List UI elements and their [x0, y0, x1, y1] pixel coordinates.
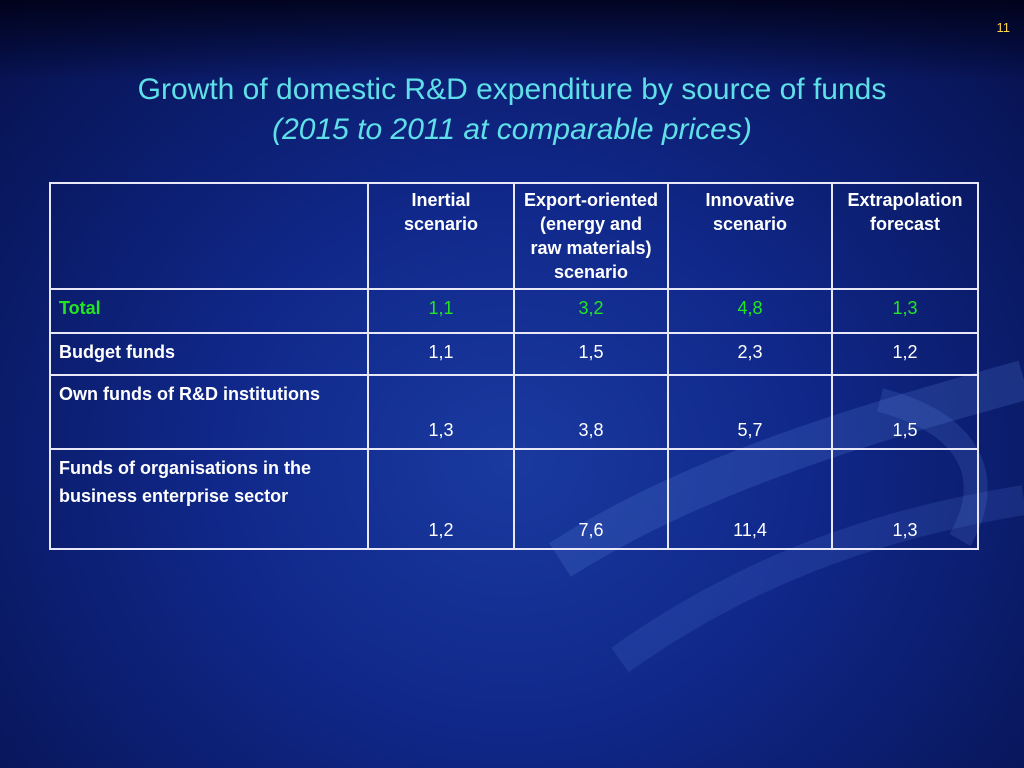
- table-cell: 7,6: [513, 448, 669, 550]
- background-top-shade: [0, 0, 1024, 80]
- row-label: Total: [49, 288, 369, 334]
- header-innovative-scenario: Innovative scenario: [667, 182, 833, 290]
- row-label: Funds of organisations in the business e…: [49, 448, 369, 550]
- header-inertial-scenario: Inertial scenario: [367, 182, 515, 290]
- table-row-business-funds: Funds of organisations in the business e…: [49, 448, 979, 550]
- expenditure-table: Inertial scenario Export-oriented (energ…: [49, 182, 979, 550]
- table-row-total: Total 1,1 3,2 4,8 1,3: [49, 288, 979, 334]
- table-cell: 1,2: [831, 332, 979, 376]
- table-cell: 1,3: [367, 374, 515, 450]
- table-row-budget-funds: Budget funds 1,1 1,5 2,3 1,2: [49, 332, 979, 376]
- table-row-own-funds: Own funds of R&D institutions 1,3 3,8 5,…: [49, 374, 979, 450]
- slide-subtitle: (2015 to 2011 at comparable prices): [272, 113, 752, 146]
- table-cell: 5,7: [667, 374, 833, 450]
- header-empty: [49, 182, 369, 290]
- header-extrapolation-forecast: Extrapolation forecast: [831, 182, 979, 290]
- page-number: 11: [996, 20, 1011, 35]
- row-label: Budget funds: [49, 332, 369, 376]
- table-cell: 1,3: [831, 288, 979, 334]
- table-cell: 2,3: [667, 332, 833, 376]
- table-cell: 3,2: [513, 288, 669, 334]
- table-cell: 11,4: [667, 448, 833, 550]
- row-label: Own funds of R&D institutions: [49, 374, 369, 450]
- table-cell: 4,8: [667, 288, 833, 334]
- table-cell: 1,5: [831, 374, 979, 450]
- table-cell: 1,1: [367, 332, 515, 376]
- slide-title: Growth of domestic R&D expenditure by so…: [137, 73, 887, 106]
- title-block: Growth of domestic R&D expenditure by so…: [0, 70, 1024, 150]
- table-cell: 1,2: [367, 448, 515, 550]
- header-export-oriented-scenario: Export-oriented (energy and raw material…: [513, 182, 669, 290]
- table-cell: 3,8: [513, 374, 669, 450]
- table-header-row: Inertial scenario Export-oriented (energ…: [49, 182, 979, 290]
- table-cell: 1,5: [513, 332, 669, 376]
- table-cell: 1,1: [367, 288, 515, 334]
- table-cell: 1,3: [831, 448, 979, 550]
